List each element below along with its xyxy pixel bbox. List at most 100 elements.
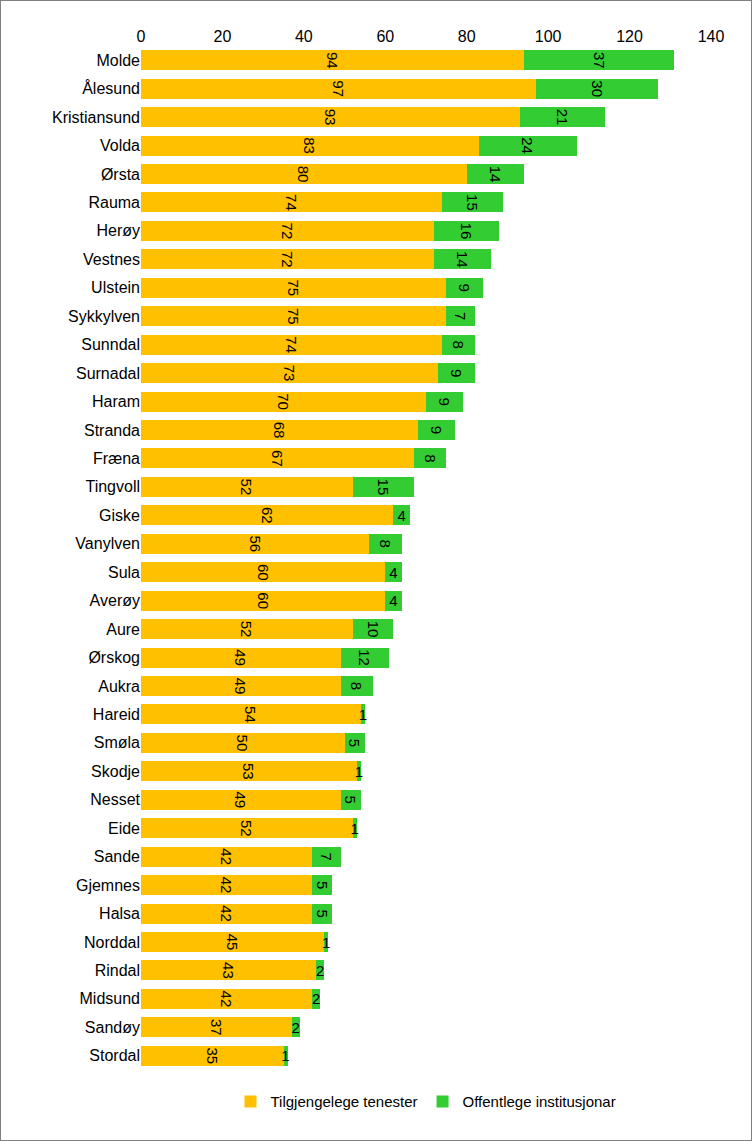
svg-text:60: 60 (376, 28, 394, 45)
svg-text:Giske: Giske (99, 507, 140, 524)
svg-text:1: 1 (351, 820, 359, 837)
svg-text:60: 60 (255, 592, 272, 609)
svg-text:15: 15 (375, 479, 392, 496)
svg-text:2: 2 (312, 990, 320, 1007)
svg-text:0: 0 (137, 28, 146, 45)
svg-text:1: 1 (322, 934, 330, 951)
svg-text:45: 45 (224, 934, 241, 951)
svg-text:7: 7 (452, 312, 469, 320)
svg-text:Halsa: Halsa (99, 905, 140, 922)
svg-text:42: 42 (218, 877, 235, 894)
svg-text:75: 75 (285, 308, 302, 325)
svg-text:52: 52 (238, 479, 255, 496)
svg-text:Smøla: Smøla (94, 734, 140, 751)
svg-text:Offentlege institusjonar: Offentlege institusjonar (463, 1093, 616, 1110)
svg-text:62: 62 (259, 507, 276, 524)
svg-text:74: 74 (283, 336, 300, 353)
svg-text:52: 52 (238, 820, 255, 837)
svg-text:Sykkylven: Sykkylven (68, 308, 140, 325)
svg-text:54: 54 (242, 706, 259, 723)
svg-text:16: 16 (458, 223, 475, 240)
svg-text:4: 4 (397, 507, 405, 524)
svg-text:50: 50 (234, 735, 251, 752)
svg-text:Eide: Eide (108, 820, 140, 837)
svg-text:67: 67 (269, 450, 286, 467)
svg-text:Sula: Sula (108, 564, 140, 581)
svg-text:Sande: Sande (94, 848, 140, 865)
svg-text:40: 40 (295, 28, 313, 45)
svg-text:42: 42 (218, 905, 235, 922)
svg-text:8: 8 (348, 682, 365, 690)
svg-text:Stranda: Stranda (84, 422, 140, 439)
svg-text:49: 49 (232, 791, 249, 808)
svg-text:Hareid: Hareid (93, 706, 140, 723)
svg-text:94: 94 (324, 52, 341, 69)
svg-text:Kristiansund: Kristiansund (52, 109, 140, 126)
svg-text:Skodje: Skodje (91, 763, 140, 780)
svg-text:68: 68 (271, 422, 288, 439)
svg-text:5: 5 (346, 739, 363, 747)
svg-text:Gjemnes: Gjemnes (76, 877, 140, 894)
svg-text:37: 37 (591, 52, 608, 69)
svg-text:5: 5 (314, 909, 331, 917)
svg-text:Fræna: Fræna (93, 450, 140, 467)
svg-text:4: 4 (389, 592, 397, 609)
svg-text:Norddal: Norddal (84, 934, 140, 951)
svg-text:Ørskog: Ørskog (88, 649, 140, 666)
svg-text:Ålesund: Ålesund (82, 79, 140, 97)
svg-text:72: 72 (279, 251, 296, 268)
svg-text:14: 14 (454, 251, 471, 268)
svg-text:15: 15 (464, 194, 481, 211)
svg-text:Tilgjengelege tenester: Tilgjengelege tenester (271, 1093, 418, 1110)
svg-text:140: 140 (698, 28, 725, 45)
svg-text:120: 120 (616, 28, 643, 45)
svg-text:1: 1 (355, 763, 363, 780)
svg-text:53: 53 (240, 763, 257, 780)
svg-text:49: 49 (232, 678, 249, 695)
svg-text:42: 42 (218, 848, 235, 865)
svg-text:1: 1 (359, 706, 367, 723)
svg-text:9: 9 (448, 369, 465, 377)
svg-text:Tingvoll: Tingvoll (85, 478, 140, 495)
svg-text:Averøy: Averøy (90, 592, 140, 609)
svg-text:24: 24 (519, 137, 536, 154)
svg-text:21: 21 (554, 109, 571, 126)
svg-text:Aure: Aure (106, 621, 140, 638)
svg-text:Ørsta: Ørsta (101, 166, 140, 183)
svg-text:Aukra: Aukra (98, 678, 140, 695)
svg-text:97: 97 (330, 80, 347, 97)
svg-text:9: 9 (436, 397, 453, 405)
svg-text:Ulstein: Ulstein (91, 279, 140, 296)
svg-text:73: 73 (281, 365, 298, 382)
svg-text:Stordal: Stordal (89, 1047, 140, 1064)
svg-text:52: 52 (238, 621, 255, 638)
svg-text:20: 20 (214, 28, 232, 45)
svg-text:Sandøy: Sandøy (85, 1019, 140, 1036)
svg-text:49: 49 (232, 649, 249, 666)
svg-text:Midsund: Midsund (80, 990, 140, 1007)
svg-text:Herøy: Herøy (96, 222, 140, 239)
svg-text:Nesset: Nesset (90, 791, 140, 808)
svg-text:43: 43 (220, 962, 237, 979)
svg-text:30: 30 (589, 80, 606, 97)
svg-text:75: 75 (285, 279, 302, 296)
svg-text:Volda: Volda (100, 137, 140, 154)
svg-text:9: 9 (456, 284, 473, 292)
svg-text:37: 37 (208, 1019, 225, 1036)
svg-text:2: 2 (292, 1019, 300, 1036)
svg-text:60: 60 (255, 564, 272, 581)
svg-text:74: 74 (283, 194, 300, 211)
svg-text:8: 8 (422, 454, 439, 462)
svg-text:Surnadal: Surnadal (76, 365, 140, 382)
svg-text:7: 7 (318, 852, 335, 860)
svg-text:5: 5 (314, 881, 331, 889)
svg-text:1: 1 (281, 1047, 289, 1064)
svg-text:2: 2 (316, 962, 324, 979)
svg-text:8: 8 (377, 540, 394, 548)
svg-text:42: 42 (218, 991, 235, 1008)
svg-text:93: 93 (322, 109, 339, 126)
svg-text:Rindal: Rindal (95, 962, 140, 979)
svg-text:Vanylven: Vanylven (75, 535, 140, 552)
svg-text:Rauma: Rauma (88, 194, 140, 211)
svg-text:72: 72 (279, 223, 296, 240)
